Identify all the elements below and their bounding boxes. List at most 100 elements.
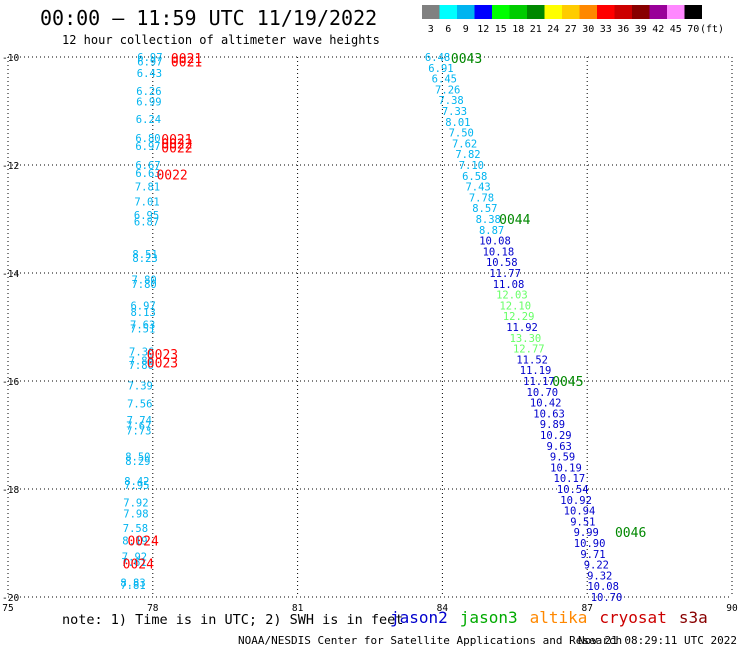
colorbar-swatch — [649, 5, 667, 19]
colorbar-label: 45 — [670, 24, 682, 35]
colorbar-swatch — [422, 5, 440, 19]
colorbar-label: 21 — [530, 24, 542, 35]
wave-height-value: 12.03 — [496, 290, 528, 302]
wave-height-value: 7.98 — [123, 508, 148, 520]
wave-height-value: 10.70 — [527, 387, 559, 399]
wave-height-value: 7.92 — [123, 498, 148, 510]
ground-track-west_track: 6.976.976.436.266.996.246.806.976.676.63… — [120, 52, 162, 592]
wave-height-value: 11.52 — [516, 354, 548, 366]
wave-height-value: 7.95 — [124, 480, 149, 492]
lon-tick-label: 78 — [147, 603, 159, 614]
page-subtitle: 12 hour collection of altimeter wave hei… — [62, 33, 380, 47]
wave-height-value: 8.51 — [132, 249, 157, 261]
colorbar-swatch — [474, 5, 492, 19]
pass-number-label: 0022 — [156, 169, 187, 184]
satellite-legend: jason2 jason3 altika cryosat s3a — [390, 608, 720, 627]
lat-tick-label: -20 — [2, 593, 19, 604]
lat-tick-label: -12 — [2, 161, 19, 172]
wave-height-value: 8.50 — [125, 452, 150, 464]
wave-height-value: 7.73 — [126, 426, 151, 438]
lon-tick-label: 81 — [292, 603, 304, 614]
wave-height-value: 13.30 — [510, 333, 542, 345]
wave-height-value: 7.67 — [126, 420, 151, 432]
wave-height-value: 8.01 — [445, 117, 470, 129]
wave-height-value: 6.43 — [137, 68, 162, 80]
colorbar-swatch — [544, 5, 562, 19]
lon-tick-label: 84 — [437, 603, 449, 614]
colorbar-swatch — [684, 5, 702, 19]
footer-credit: NOAA/NESDIS Center for Satellite Applica… — [238, 634, 623, 647]
pass-number-label: 0024 — [123, 558, 154, 573]
colorbar-label: 30 — [582, 24, 594, 35]
wave-height-value: 11.08 — [493, 279, 525, 291]
wave-height-value: 8.23 — [132, 253, 157, 265]
pass-number-label: 0022 — [161, 137, 192, 152]
colorbar-label: 12 — [477, 24, 489, 35]
colorbar-label: 9 — [463, 24, 469, 35]
wave-height-value: 7.39 — [128, 380, 153, 392]
wave-height-value: 8.29 — [125, 456, 150, 468]
colorbar-swatch — [509, 5, 527, 19]
wave-height-value: 7.61 — [121, 557, 146, 569]
wave-height-value: 10.29 — [540, 430, 572, 442]
colorbar-swatch — [667, 5, 685, 19]
colorbar-swatch — [492, 5, 510, 19]
wave-height-value: 6.58 — [462, 171, 487, 183]
wave-height-value: 7.92 — [122, 552, 147, 564]
pass-number-label: 0023 — [147, 348, 178, 363]
wave-height-value: 8.87 — [479, 225, 504, 237]
wave-height-value: 7.51 — [130, 324, 155, 336]
wave-height-value: 10.19 — [550, 462, 582, 474]
wave-height-value: 7.50 — [449, 128, 474, 140]
wave-height-value: 7.26 — [435, 84, 460, 96]
wave-height-value: 10.17 — [554, 473, 586, 485]
wave-height-value: 10.42 — [530, 398, 562, 410]
wave-height-value: 9.63 — [547, 441, 572, 453]
legend-entry-cryosat: cryosat — [599, 608, 667, 627]
wave-height-value: 8.19 — [122, 535, 147, 547]
wave-height-value: 7.58 — [123, 523, 148, 535]
wave-height-value: 6.97 — [137, 52, 162, 64]
wave-height-value: 10.90 — [574, 538, 606, 550]
lon-tick-label: 90 — [726, 603, 738, 614]
lat-tick-label: -10 — [2, 53, 19, 64]
wave-height-value: 6.26 — [136, 86, 161, 98]
wave-height-value: 9.89 — [540, 419, 565, 431]
wave-height-value: 11.19 — [520, 365, 552, 377]
colorbar-swatch — [562, 5, 580, 19]
wave-height-value: 7.38 — [438, 95, 463, 107]
wave-height-value: 7.56 — [127, 399, 152, 411]
wave-height-value: 6.97 — [137, 56, 162, 68]
pass-number-label: 0043 — [451, 52, 482, 67]
wave-height-value: 7.10 — [459, 160, 484, 172]
legend-entry-s3a: s3a — [678, 608, 708, 627]
wave-height-value: 11.77 — [489, 268, 521, 280]
lon-tick-label: 75 — [2, 603, 13, 614]
colorbar-label: 15 — [495, 24, 507, 35]
colorbar-label: 3 — [428, 24, 434, 35]
wave-height-value: 10.94 — [564, 506, 596, 518]
colorbar-label: 36 — [617, 24, 629, 35]
colorbar-label: 18 — [512, 24, 524, 35]
pass-number-label: 0046 — [615, 526, 646, 541]
wave-height-value: 7.80 — [131, 274, 156, 286]
wave-height-value: 6.24 — [136, 114, 161, 126]
pass-number-label: 0045 — [552, 375, 583, 390]
colorbar-swatch — [579, 5, 597, 19]
wave-height-value: 9.32 — [587, 570, 612, 582]
wave-height-value: 7.36 — [129, 346, 154, 358]
colorbar-swatch — [439, 5, 457, 19]
wave-height-value: 9.99 — [574, 527, 599, 539]
wave-height-value: 6.95 — [134, 210, 159, 222]
wave-height-value: 6.63 — [135, 168, 160, 180]
wave-height-value: 7.01 — [134, 197, 159, 209]
colorbar-label: 70 — [687, 24, 699, 35]
wave-height-value: 8.42 — [124, 476, 149, 488]
footer-timestamp: Nov 21 08:29:11 UTC 2022 — [578, 634, 737, 647]
lat-tick-label: -16 — [2, 377, 19, 388]
pass-number-label: 0022 — [161, 142, 192, 157]
wave-height-value: 9.71 — [580, 549, 605, 561]
wave-height-value: 10.58 — [486, 257, 518, 269]
